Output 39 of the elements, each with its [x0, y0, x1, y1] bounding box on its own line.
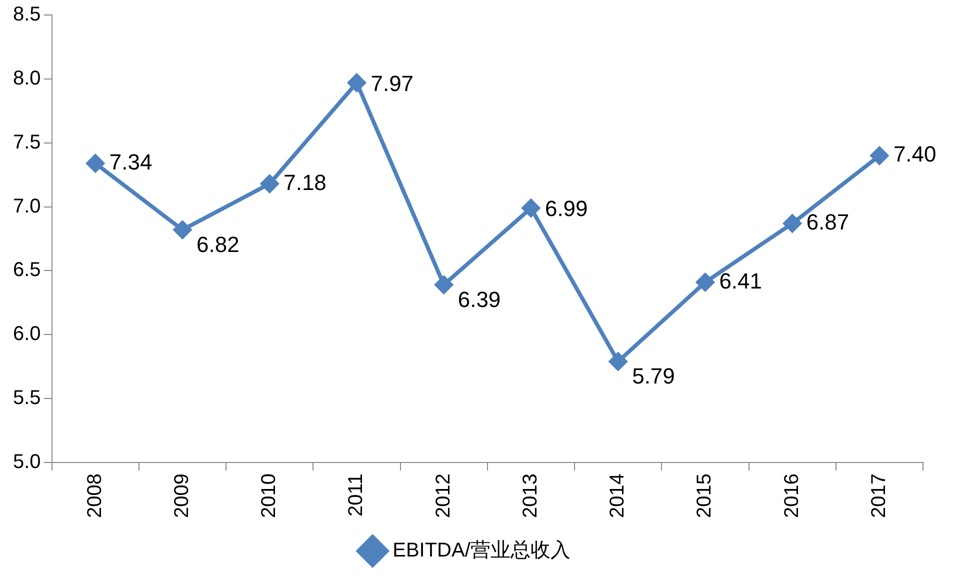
y-tick-label: 6.0: [12, 323, 41, 346]
point: [870, 146, 888, 165]
data-label: 6.39: [458, 286, 501, 312]
y-tick-label: 8.0: [12, 67, 41, 90]
x-tick-label: 2011: [345, 474, 368, 517]
data-label: 7.18: [284, 170, 326, 195]
point: [260, 174, 279, 193]
data-label: 7.34: [109, 149, 152, 174]
data-label: 6.82: [196, 232, 240, 257]
y-tick-label: 6.5: [12, 259, 41, 282]
point: [434, 276, 453, 294]
x-tick-label: 2014: [606, 474, 629, 518]
data-label: 5.79: [632, 364, 675, 389]
point: [348, 74, 366, 92]
y-tick-label: 5.5: [12, 387, 41, 410]
data-label: 6.87: [806, 209, 850, 234]
point: [522, 199, 540, 218]
y-tick-label: 5.0: [12, 451, 41, 474]
point: [609, 352, 628, 370]
point: [173, 220, 192, 239]
x-tick-label: 2010: [258, 474, 280, 518]
x-tick-label: 2008: [84, 474, 106, 518]
x-tick-label: 2013: [519, 474, 542, 518]
y-tick-label: 7.5: [12, 131, 41, 154]
y-tick-label: 8.5: [12, 4, 41, 26]
y-tick-label: 7.0: [12, 195, 41, 218]
x-tick-label: 2015: [694, 474, 716, 518]
data-label: 7.97: [370, 70, 414, 96]
x-tick-label: 2009: [171, 474, 193, 518]
data-label: 7.40: [893, 142, 936, 167]
point: [86, 154, 104, 172]
legend-label: EBITDA/营业总收入: [392, 540, 570, 562]
x-tick-label: 2012: [432, 474, 454, 518]
x-tick-label: 2017: [868, 474, 890, 518]
data-label: 6.41: [719, 268, 762, 294]
point: [783, 214, 802, 232]
data-label: 6.99: [544, 196, 588, 222]
point: [696, 273, 714, 292]
x-tick-label: 2016: [780, 474, 803, 518]
